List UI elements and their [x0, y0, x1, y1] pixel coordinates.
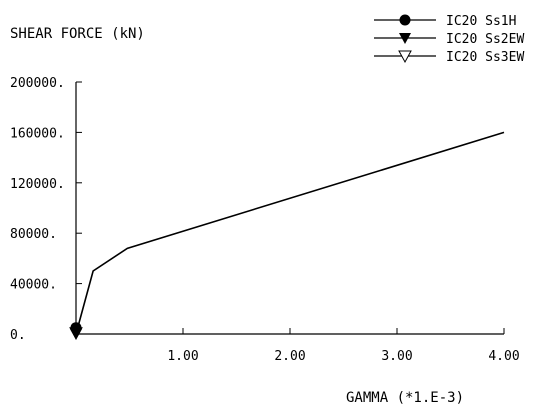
x-tick-label: 1.00: [167, 349, 198, 364]
series-point-marker: [70, 322, 82, 334]
legend-label: IC20 Ss1H: [446, 14, 516, 29]
legend-label: IC20 Ss3EW: [446, 50, 524, 65]
y-tick-label: 200000.: [10, 76, 65, 91]
y-ticks: 0. 40000. 80000. 120000. 160000. 200000.: [10, 76, 82, 343]
legend-label: IC20 Ss2EW: [446, 32, 524, 47]
x-tick-label: 4.00: [488, 349, 519, 364]
y-tick-label: 0.: [10, 328, 26, 343]
x-ticks: 1.00 2.00 3.00 4.00: [167, 328, 520, 364]
x-axis-title: GAMMA (*1.E-3): [346, 390, 464, 406]
y-tick-label: 160000.: [10, 126, 65, 141]
x-tick-label: 3.00: [381, 349, 412, 364]
y-tick-label: 80000.: [10, 227, 57, 242]
legend: IC20 Ss1H IC20 Ss2EW IC20 Ss3EW: [374, 14, 524, 65]
y-tick-label: 120000.: [10, 177, 65, 192]
skeleton-curve: [75, 131, 505, 335]
plot-area: [69, 131, 505, 340]
y-axis-title: SHEAR FORCE (kN): [10, 26, 145, 42]
y-tick-label: 40000.: [10, 278, 57, 293]
x-tick-label: 2.00: [274, 349, 305, 364]
legend-marker: [398, 50, 412, 64]
legend-marker: [399, 33, 411, 44]
legend-marker: [399, 14, 411, 26]
